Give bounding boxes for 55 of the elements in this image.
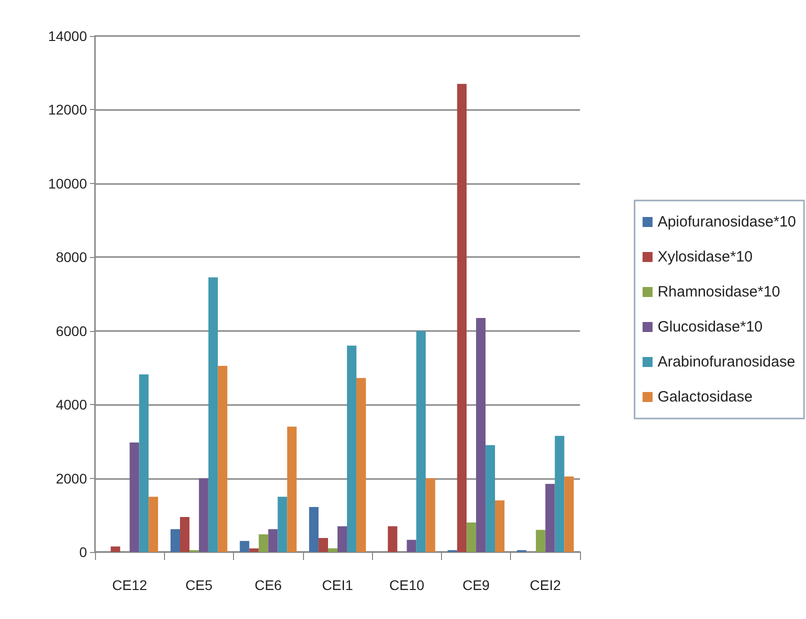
bar bbox=[486, 445, 496, 552]
bar bbox=[268, 529, 278, 552]
bar bbox=[356, 378, 366, 552]
y-tick-label: 8000 bbox=[56, 249, 88, 266]
bar bbox=[457, 84, 467, 552]
bar bbox=[278, 496, 288, 552]
bar bbox=[318, 538, 328, 552]
bar bbox=[476, 318, 486, 552]
x-tick-label: CE5 bbox=[185, 577, 213, 593]
bar bbox=[388, 526, 398, 552]
bar bbox=[148, 496, 158, 552]
bar bbox=[198, 478, 208, 552]
y-tick-label: 6000 bbox=[56, 322, 88, 339]
bar bbox=[170, 529, 180, 552]
bar bbox=[328, 548, 338, 552]
x-tick-label: CE6 bbox=[254, 577, 282, 593]
bar bbox=[406, 540, 416, 552]
bar bbox=[426, 478, 436, 552]
y-tick-label: 10000 bbox=[48, 175, 88, 192]
bar bbox=[545, 484, 555, 552]
y-tick-label: 2000 bbox=[56, 470, 88, 486]
bar bbox=[554, 436, 564, 552]
bar bbox=[258, 534, 268, 552]
bar bbox=[139, 374, 149, 552]
bar bbox=[564, 476, 574, 552]
x-tick-label: CE12 bbox=[112, 577, 148, 593]
bar bbox=[309, 507, 319, 552]
bar bbox=[416, 330, 426, 552]
bar bbox=[130, 442, 140, 552]
x-tick-label: CE10 bbox=[389, 577, 425, 593]
x-tick-label: CEI2 bbox=[530, 577, 562, 593]
bar bbox=[287, 426, 297, 552]
bar bbox=[249, 548, 259, 552]
bar bbox=[338, 526, 347, 552]
bar bbox=[110, 546, 120, 552]
bar bbox=[208, 277, 218, 552]
bar bbox=[536, 530, 546, 552]
y-tick-label: 14000 bbox=[48, 28, 88, 44]
x-tick-label: CEI1 bbox=[322, 577, 354, 593]
bar bbox=[218, 366, 228, 552]
legend-label: Xylosidase*10 bbox=[658, 248, 753, 266]
legend-label: Galactosidase bbox=[658, 388, 753, 406]
y-tick-label: 12000 bbox=[48, 102, 88, 118]
x-tick-label: CE9 bbox=[462, 577, 490, 593]
legend-label: Apiofuranosidase*10 bbox=[658, 214, 796, 230]
legend-label: Glucosidase*10 bbox=[658, 318, 763, 336]
y-tick-label: 4000 bbox=[56, 396, 88, 413]
bar bbox=[466, 522, 476, 552]
legend-label: Arabinofuranosidase bbox=[658, 354, 796, 370]
bar bbox=[180, 516, 190, 552]
bar bbox=[240, 540, 250, 552]
y-tick-label: 0 bbox=[79, 544, 88, 560]
bar bbox=[495, 500, 504, 552]
legend-label: Rhamnosidase*10 bbox=[658, 284, 780, 300]
bar bbox=[346, 346, 356, 552]
